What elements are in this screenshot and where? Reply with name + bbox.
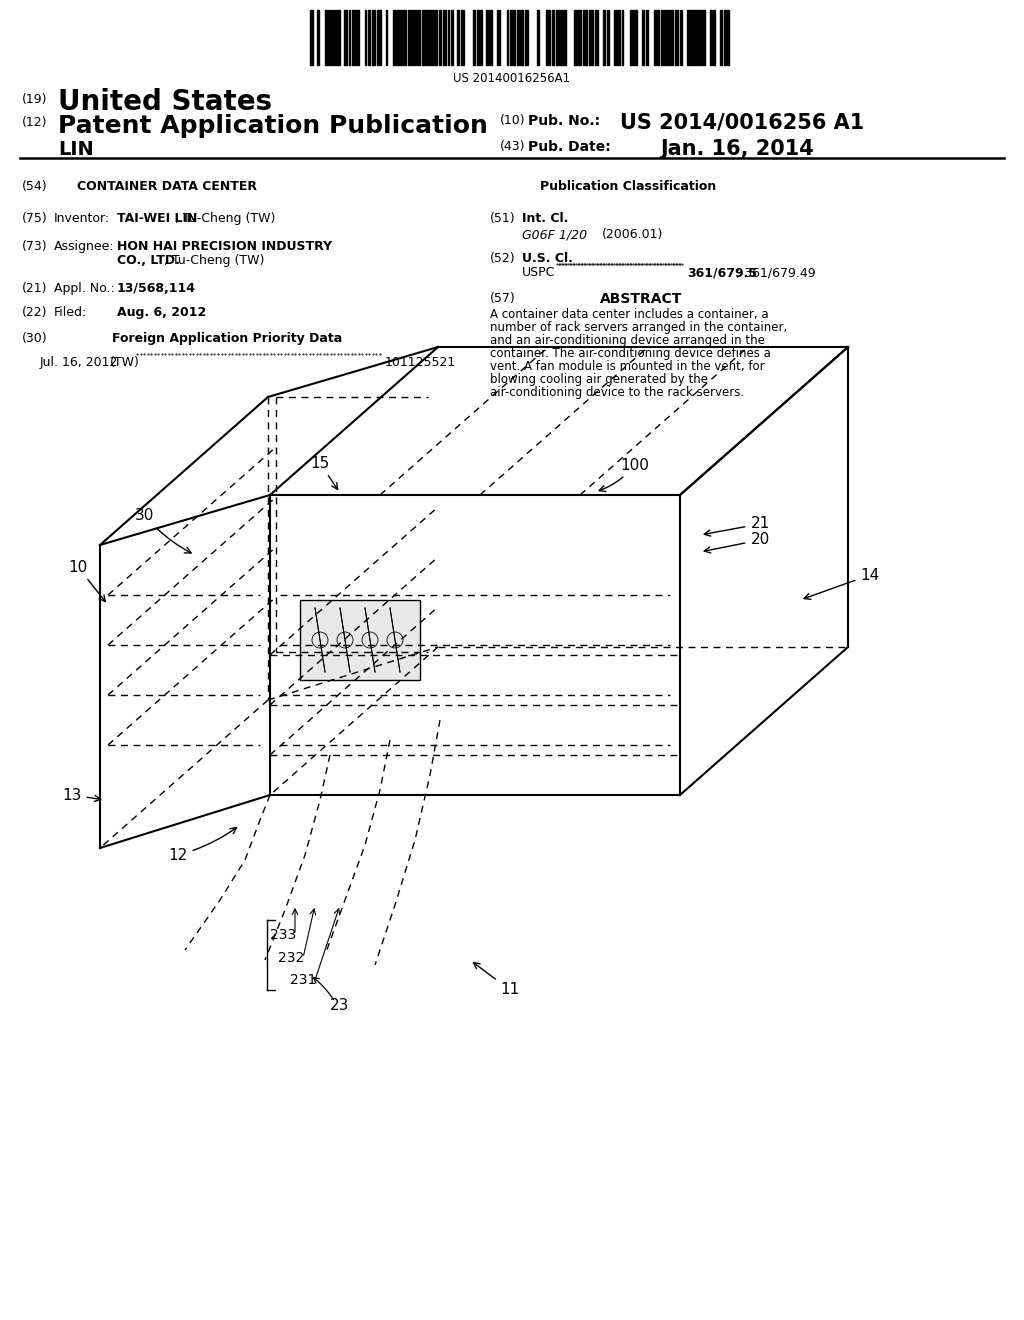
Text: (2006.01): (2006.01) [602,228,664,242]
Text: (54): (54) [22,180,48,193]
Text: Int. Cl.: Int. Cl. [522,213,568,224]
Text: 10: 10 [69,560,105,602]
Text: 100: 100 [599,458,649,491]
Text: (73): (73) [22,240,48,253]
Text: and an air-conditioning device arranged in the: and an air-conditioning device arranged … [490,334,765,347]
Text: (12): (12) [22,116,47,129]
Text: 20: 20 [705,532,770,553]
Text: Publication Classification: Publication Classification [540,180,716,193]
Text: (43): (43) [500,140,525,153]
Text: 30: 30 [135,508,191,553]
Text: 13/568,114: 13/568,114 [117,282,196,294]
Text: 233: 233 [270,928,296,942]
Text: (57): (57) [490,292,516,305]
Text: A container data center includes a container, a: A container data center includes a conta… [490,308,769,321]
Text: (22): (22) [22,306,47,319]
Polygon shape [300,601,420,680]
Text: 232: 232 [278,950,304,965]
Text: vent. A fan module is mounted in the vent, for: vent. A fan module is mounted in the ven… [490,360,765,374]
Text: Patent Application Publication: Patent Application Publication [58,114,487,139]
Text: ABSTRACT: ABSTRACT [600,292,682,306]
Text: , Tu-Cheng (TW): , Tu-Cheng (TW) [164,253,264,267]
Text: 21: 21 [705,516,770,536]
Text: 101125521: 101125521 [385,356,457,370]
Text: Foreign Application Priority Data: Foreign Application Priority Data [112,333,342,345]
Text: Filed:: Filed: [54,306,87,319]
Text: Aug. 6, 2012: Aug. 6, 2012 [117,306,206,319]
Text: number of rack servers arranged in the container,: number of rack servers arranged in the c… [490,321,787,334]
Text: (TW): (TW) [110,356,140,370]
Text: air-conditioning device to the rack servers.: air-conditioning device to the rack serv… [490,385,744,399]
Text: U.S. Cl.: U.S. Cl. [522,252,572,265]
Text: US 2014/0016256 A1: US 2014/0016256 A1 [620,114,864,133]
Text: (21): (21) [22,282,47,294]
Text: blowing cooling air generated by the: blowing cooling air generated by the [490,374,708,385]
Text: Pub. No.:: Pub. No.: [528,114,600,128]
Text: G06F 1/20: G06F 1/20 [522,228,587,242]
Text: US 20140016256A1: US 20140016256A1 [454,73,570,84]
Text: USPC: USPC [522,267,555,279]
Text: Jan. 16, 2014: Jan. 16, 2014 [660,139,814,158]
Text: 14: 14 [804,568,880,599]
Text: 23: 23 [330,998,349,1012]
Text: 11: 11 [473,962,519,998]
Text: (75): (75) [22,213,48,224]
Text: (51): (51) [490,213,516,224]
Text: 361/679.5: 361/679.5 [687,267,757,279]
Text: 13: 13 [62,788,100,803]
Text: (10): (10) [500,114,525,127]
Text: HON HAI PRECISION INDUSTRY: HON HAI PRECISION INDUSTRY [117,240,332,253]
Text: Jul. 16, 2012: Jul. 16, 2012 [40,356,119,370]
Text: Appl. No.:: Appl. No.: [54,282,115,294]
Text: 15: 15 [310,455,338,490]
Text: LIN: LIN [58,140,94,158]
Text: Pub. Date:: Pub. Date: [528,140,610,154]
Text: CONTAINER DATA CENTER: CONTAINER DATA CENTER [77,180,257,193]
Text: CO., LTD.: CO., LTD. [117,253,180,267]
Text: , Tu-Cheng (TW): , Tu-Cheng (TW) [175,213,275,224]
Text: ; 361/679.49: ; 361/679.49 [736,267,816,279]
Text: 231: 231 [290,973,316,987]
Text: TAI-WEI LIN: TAI-WEI LIN [117,213,198,224]
Text: Inventor:: Inventor: [54,213,111,224]
Text: (30): (30) [22,333,48,345]
Text: United States: United States [58,88,272,116]
Text: container. The air-conditioning device defines a: container. The air-conditioning device d… [490,347,771,360]
Text: 12: 12 [168,828,237,862]
Text: (52): (52) [490,252,516,265]
Text: Assignee:: Assignee: [54,240,115,253]
Text: (19): (19) [22,92,47,106]
